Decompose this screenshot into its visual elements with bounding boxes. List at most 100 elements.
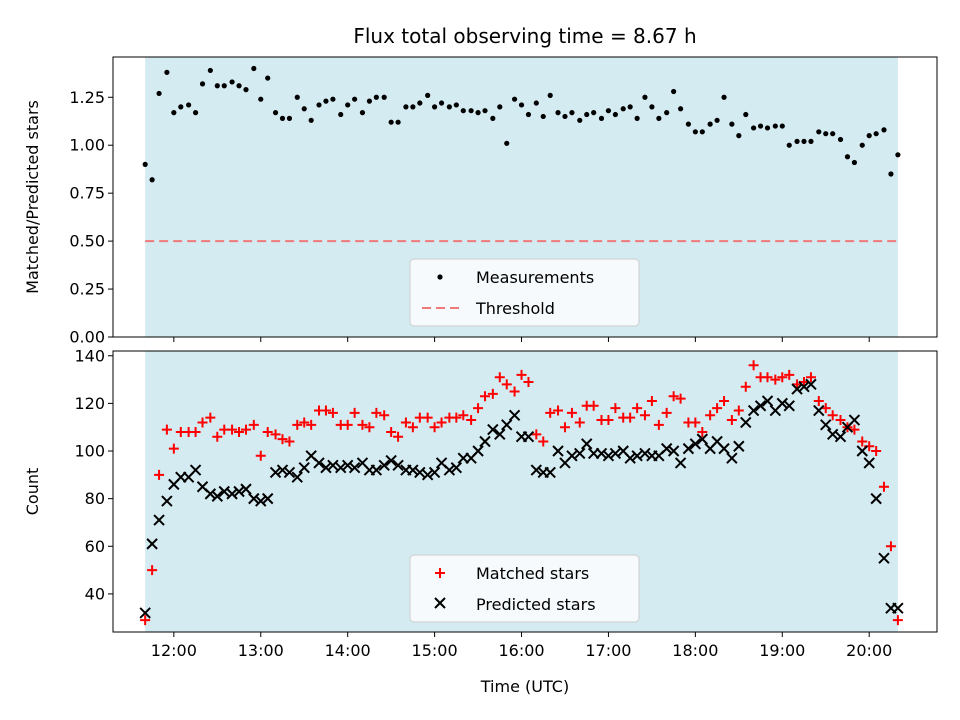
predicted-star-point — [204, 488, 217, 500]
matched-star-point — [400, 417, 411, 428]
measurement-point — [664, 110, 670, 116]
measurement-point — [692, 129, 698, 135]
ratio-legend-box — [409, 258, 640, 327]
predicted-star-point — [421, 469, 434, 481]
measurement-point — [757, 123, 764, 129]
y-tick-label: 120 — [74, 394, 105, 413]
matched-star-point — [610, 403, 621, 414]
predicted-star-point — [291, 471, 303, 483]
measurement-point — [547, 92, 553, 98]
predicted-star-point — [602, 450, 615, 462]
measurement-point — [562, 113, 568, 120]
measurement-point — [279, 115, 286, 121]
predicted-star-point — [161, 495, 173, 507]
measurement-point — [612, 111, 618, 118]
measurement-point — [591, 110, 597, 116]
matched-star-point — [422, 412, 433, 423]
measurement-point — [866, 133, 872, 139]
predicted-star-point — [624, 452, 636, 464]
ratio-y-ticks: 0.00 0.25 0.50 0.75 1.00 1.25 — [69, 88, 113, 347]
predicted-star-point — [761, 395, 774, 407]
matched-star-point — [827, 410, 838, 421]
matched-star-point — [451, 412, 462, 423]
measurement-point — [417, 100, 423, 106]
measurement-point — [301, 106, 307, 112]
predicted-star-point — [530, 464, 543, 476]
legend-matched-marker — [435, 568, 445, 578]
measurement-point — [714, 117, 720, 123]
measurement-point — [750, 125, 757, 131]
measurement-point — [598, 115, 605, 121]
measurement-point — [540, 113, 546, 120]
matched-star-point — [878, 481, 889, 492]
predicted-star-point — [341, 459, 354, 472]
matched-star-point — [306, 419, 317, 430]
matched-star-point — [371, 407, 382, 418]
predicted-star-point — [320, 461, 332, 474]
matched-star-point — [487, 388, 498, 399]
legend-matched-label: Matched stars — [476, 564, 589, 583]
measurement-point — [584, 111, 590, 118]
measurement-point — [656, 115, 662, 121]
matched-star-point — [197, 417, 208, 428]
counts-legend-box — [409, 554, 640, 623]
matched-star-point — [501, 379, 512, 390]
measurement-point — [460, 108, 466, 114]
predicted-star-point — [378, 459, 390, 472]
matched-star-point — [770, 374, 781, 385]
measurement-point — [156, 90, 162, 97]
measurement-point — [286, 115, 293, 121]
measurement-point — [823, 131, 829, 137]
predicted-star-point — [189, 464, 202, 476]
matched-star-point — [719, 396, 730, 407]
matched-star-point — [531, 429, 542, 440]
matched-star-point — [436, 417, 447, 428]
x-tick-label: 20:00 — [846, 641, 892, 660]
measurement-point — [178, 104, 184, 110]
predicted-star-point — [798, 381, 810, 393]
matched-star-point — [857, 436, 868, 447]
predicted-star-point — [522, 431, 535, 443]
measurement-point — [736, 133, 742, 139]
measurement-point — [555, 110, 561, 116]
counts-y-axis-label: Count — [23, 468, 42, 516]
measurement-point — [605, 108, 612, 114]
predicted-star-point — [479, 435, 491, 448]
matched-stars-series — [140, 360, 903, 626]
x-tick-label: 19:00 — [759, 641, 805, 660]
measurement-point — [642, 94, 648, 100]
matched-star-point — [762, 372, 773, 383]
chart-title: Flux total observing time = 8.67 h — [353, 24, 696, 48]
matched-star-point — [262, 426, 273, 437]
matched-star-point — [292, 419, 303, 430]
measurement-point — [707, 121, 713, 127]
ratio-y-axis-label: Matched/Predicted stars — [23, 100, 42, 294]
predicted-star-point — [472, 445, 484, 457]
x-tick-label: 18:00 — [672, 641, 718, 660]
measurement-point — [895, 152, 901, 158]
matched-star-point — [240, 424, 251, 435]
measurement-point — [243, 87, 249, 93]
measurement-point — [475, 110, 481, 116]
measurement-point — [432, 104, 438, 110]
measurement-point — [265, 75, 271, 81]
predicted-star-point — [696, 433, 709, 445]
matched-star-point — [835, 415, 846, 426]
x-tick-label: 12:00 — [151, 641, 197, 660]
predicted-star-point — [414, 466, 426, 479]
predicted-star-point — [269, 466, 282, 479]
matched-star-point — [632, 403, 643, 414]
matched-star-point — [784, 369, 795, 380]
measurement-point — [634, 115, 640, 121]
predicted-star-point — [747, 404, 760, 417]
measurement-point — [229, 79, 235, 85]
measurement-point — [525, 111, 532, 118]
matched-star-point — [393, 431, 404, 442]
ratio-panel: 0.00 0.25 0.50 0.75 1.00 1.25 Matched/Predict… — [23, 56, 938, 347]
measurement-point — [308, 117, 314, 123]
predicted-star-point — [544, 466, 556, 479]
counts-x-ticks: 12:00 13:00 14:00 15:00 16:00 17:00 18:00 19:00… — [151, 632, 892, 660]
y-tick-label: 60 — [85, 537, 105, 556]
measurement-point — [497, 104, 503, 110]
x-tick-label: 17:00 — [585, 641, 631, 660]
